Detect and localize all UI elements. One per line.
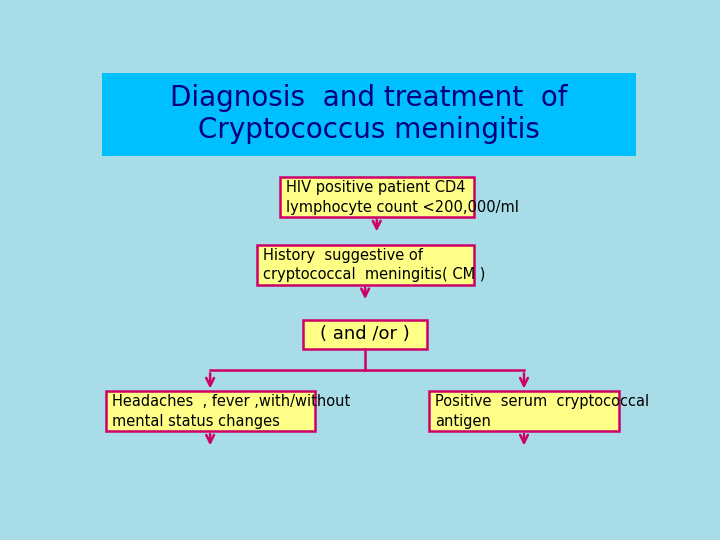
FancyBboxPatch shape xyxy=(303,320,427,349)
Text: HIV positive patient CD4
lymphocyte count <200,000/ml: HIV positive patient CD4 lymphocyte coun… xyxy=(286,180,519,214)
Text: Positive  serum  cryptococcal
antigen: Positive serum cryptococcal antigen xyxy=(436,394,649,429)
FancyBboxPatch shape xyxy=(280,177,474,217)
Text: Diagnosis  and treatment  of
Cryptococcus meningitis: Diagnosis and treatment of Cryptococcus … xyxy=(170,84,568,144)
FancyBboxPatch shape xyxy=(102,72,636,156)
FancyBboxPatch shape xyxy=(106,392,315,431)
Text: History  suggestive of
cryptococcal  meningitis( CM ): History suggestive of cryptococcal menin… xyxy=(263,248,485,282)
FancyBboxPatch shape xyxy=(429,392,619,431)
FancyBboxPatch shape xyxy=(256,245,474,285)
Text: ( and /or ): ( and /or ) xyxy=(320,325,410,343)
Text: Headaches  , fever ,with/without
mental status changes: Headaches , fever ,with/without mental s… xyxy=(112,394,350,429)
